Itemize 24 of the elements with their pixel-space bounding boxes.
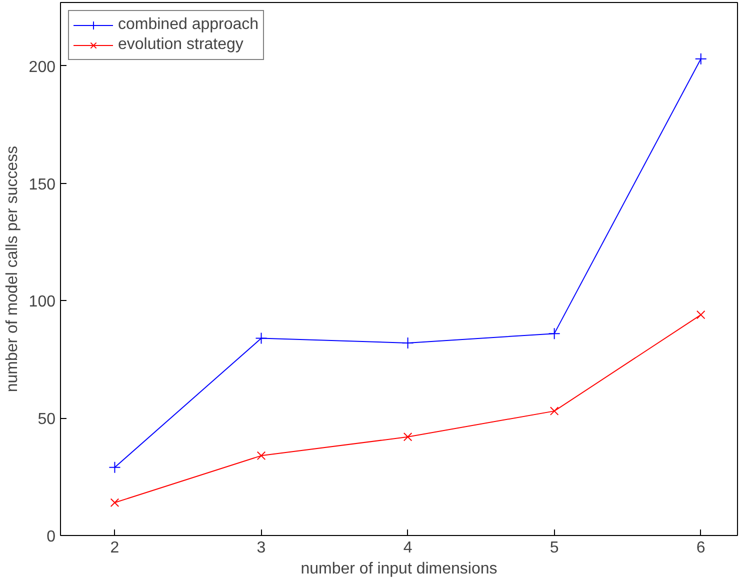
y-axis-title: number of model calls per success [4,146,21,392]
point [696,310,706,320]
x-tick-label: 6 [696,540,706,556]
x-tick-label: 2 [110,540,120,556]
x-tick-label: 3 [256,540,266,556]
y-tick-label: 0 [46,528,56,546]
y-tick-label: 150 [28,176,56,194]
point [255,332,268,344]
legend-label: combined approach [118,16,259,34]
y-tick-label: 100 [28,294,56,311]
point [108,461,121,474]
point [694,52,707,65]
y-tick-label: 50 [38,411,56,428]
point [402,336,414,349]
point [550,406,559,416]
x-axis-title: number of input dimensions [300,560,498,578]
legend-label: evolution strategy [118,36,244,54]
point [110,498,120,508]
point [403,432,412,442]
y-tick-label: 200 [28,58,56,76]
point [256,451,266,460]
x-tick-label: 5 [550,540,559,556]
x-tick-label: 4 [403,540,412,556]
point [548,328,560,340]
